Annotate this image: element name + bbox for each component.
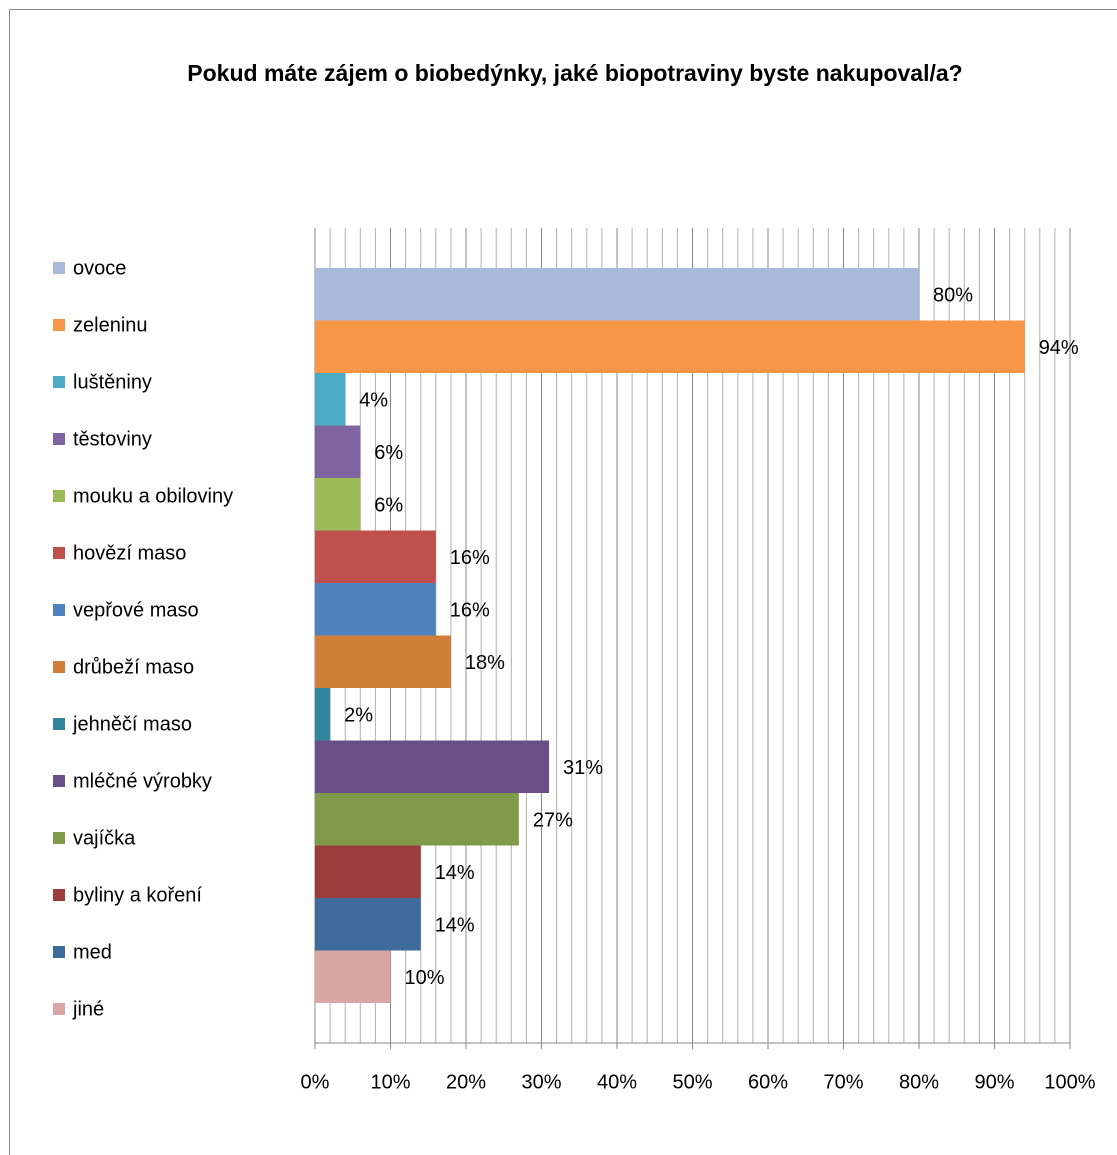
bar xyxy=(315,583,436,636)
legend-label: byliny a koření xyxy=(73,884,202,906)
bar xyxy=(315,530,436,583)
chart-title: Pokud máte zájem o biobedýnky, jaké biop… xyxy=(187,60,963,86)
bar xyxy=(315,793,519,846)
legend-label: zeleninu xyxy=(73,314,148,336)
value-label: 2% xyxy=(344,705,373,727)
bar xyxy=(315,688,331,741)
legend-label: drůbeží maso xyxy=(73,656,194,678)
value-label: 27% xyxy=(533,810,573,832)
bar xyxy=(315,268,919,321)
legend-label: těstoviny xyxy=(73,428,152,450)
legend-swatch xyxy=(53,319,65,331)
bar xyxy=(315,320,1025,373)
legend-swatch xyxy=(53,889,65,901)
value-label: 16% xyxy=(450,547,490,569)
x-tick-label: 100% xyxy=(1044,1071,1095,1093)
bar xyxy=(315,635,451,688)
x-tick-label: 50% xyxy=(672,1071,712,1093)
legend-swatch xyxy=(53,604,65,616)
chart-border xyxy=(9,9,1117,1155)
value-label: 4% xyxy=(359,390,388,412)
legend-label: vajíčka xyxy=(73,827,136,849)
legend-label: mouku a obiloviny xyxy=(73,485,233,507)
legend-swatch xyxy=(53,262,65,274)
value-label: 10% xyxy=(405,967,445,989)
legend-label: luštěniny xyxy=(73,371,152,393)
legend-swatch xyxy=(53,775,65,787)
x-tick-label: 0% xyxy=(301,1071,330,1093)
value-label: 18% xyxy=(465,652,505,674)
x-tick-label: 90% xyxy=(974,1071,1014,1093)
legend-swatch xyxy=(53,1003,65,1015)
value-label: 80% xyxy=(933,285,973,307)
value-label: 6% xyxy=(374,442,403,464)
bar xyxy=(315,478,361,531)
legend-swatch xyxy=(53,376,65,388)
legend-swatch xyxy=(53,433,65,445)
value-label: 6% xyxy=(374,495,403,517)
value-label: 14% xyxy=(435,915,475,937)
legend-label: jiné xyxy=(72,998,104,1020)
legend-label: ovoce xyxy=(73,257,126,279)
legend-label: jehněčí maso xyxy=(72,713,192,735)
bar xyxy=(315,845,421,898)
legend-swatch xyxy=(53,661,65,673)
value-label: 16% xyxy=(450,600,490,622)
legend-label: hovězí maso xyxy=(73,542,186,564)
legend-label: vepřové maso xyxy=(73,599,199,621)
x-tick-label: 70% xyxy=(823,1071,863,1093)
bar xyxy=(315,898,421,951)
x-tick-label: 10% xyxy=(370,1071,410,1093)
x-tick-label: 80% xyxy=(899,1071,939,1093)
value-label: 31% xyxy=(563,757,603,779)
legend-label: mléčné výrobky xyxy=(73,770,212,792)
bar xyxy=(315,373,346,426)
legend-swatch xyxy=(53,718,65,730)
value-label: 94% xyxy=(1039,337,1079,359)
legend-swatch xyxy=(53,490,65,502)
x-tick-label: 60% xyxy=(748,1071,788,1093)
legend-swatch xyxy=(53,946,65,958)
x-tick-label: 30% xyxy=(521,1071,561,1093)
bar xyxy=(315,950,391,1003)
legend-swatch xyxy=(53,547,65,559)
x-tick-label: 40% xyxy=(597,1071,637,1093)
x-tick-label: 20% xyxy=(446,1071,486,1093)
legend-label: med xyxy=(73,941,112,963)
bar xyxy=(315,740,550,793)
legend-swatch xyxy=(53,832,65,844)
value-label: 14% xyxy=(435,862,475,884)
bar xyxy=(315,425,361,478)
